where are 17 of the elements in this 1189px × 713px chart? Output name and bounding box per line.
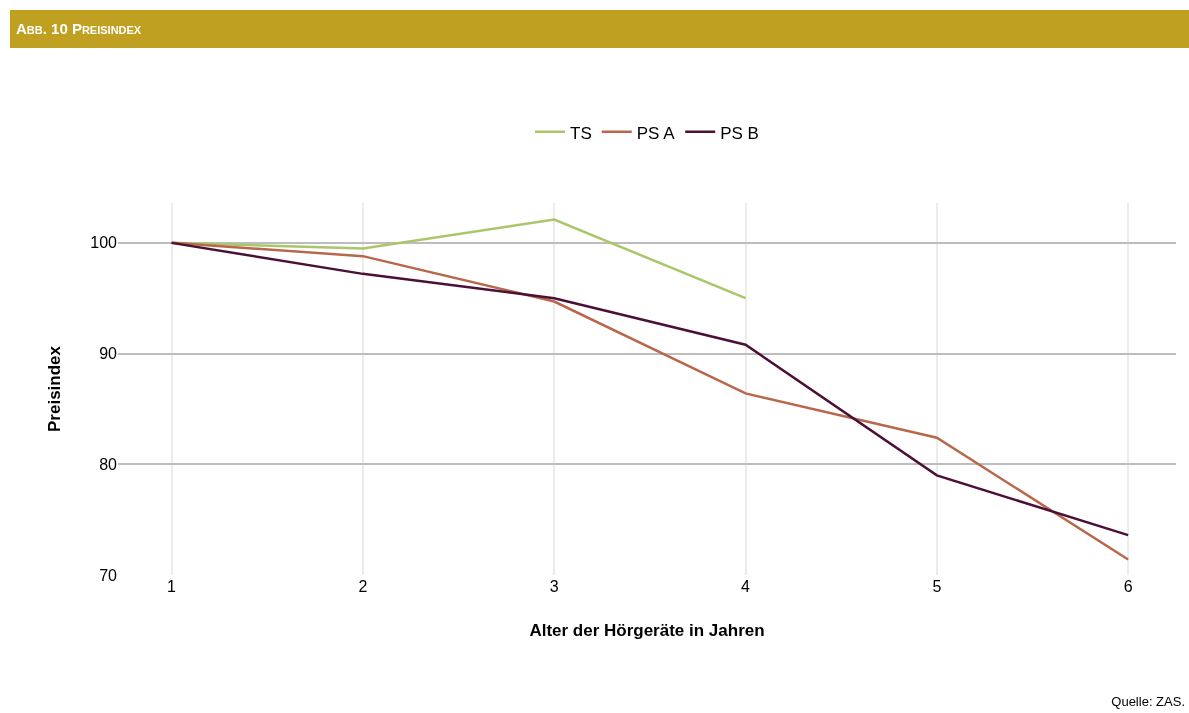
y-tick-label: 90 xyxy=(99,345,118,363)
y-axis-title: Preisindex xyxy=(44,345,64,432)
y-tick-label: 80 xyxy=(99,455,118,473)
x-tick-label: 3 xyxy=(549,578,559,595)
chart-title: Abb. 10 Preisindex xyxy=(10,10,1189,48)
y-tick-label: 100 xyxy=(90,234,118,252)
x-tick-label: 2 xyxy=(358,578,368,595)
x-tick-label: 4 xyxy=(741,578,751,595)
x-tick-label: 6 xyxy=(1123,578,1133,595)
x-axis-title: Alter der Hörgeräte in Jahren xyxy=(529,621,765,641)
y-tick-label: 70 xyxy=(99,566,118,584)
source-note: Quelle: ZAS. xyxy=(1111,694,1185,709)
legend-label: TS xyxy=(570,123,592,143)
x-tick-label: 1 xyxy=(167,578,177,595)
legend-label: PS B xyxy=(720,123,759,143)
x-tick-label: 5 xyxy=(932,578,942,595)
legend-label: PS A xyxy=(636,123,676,143)
